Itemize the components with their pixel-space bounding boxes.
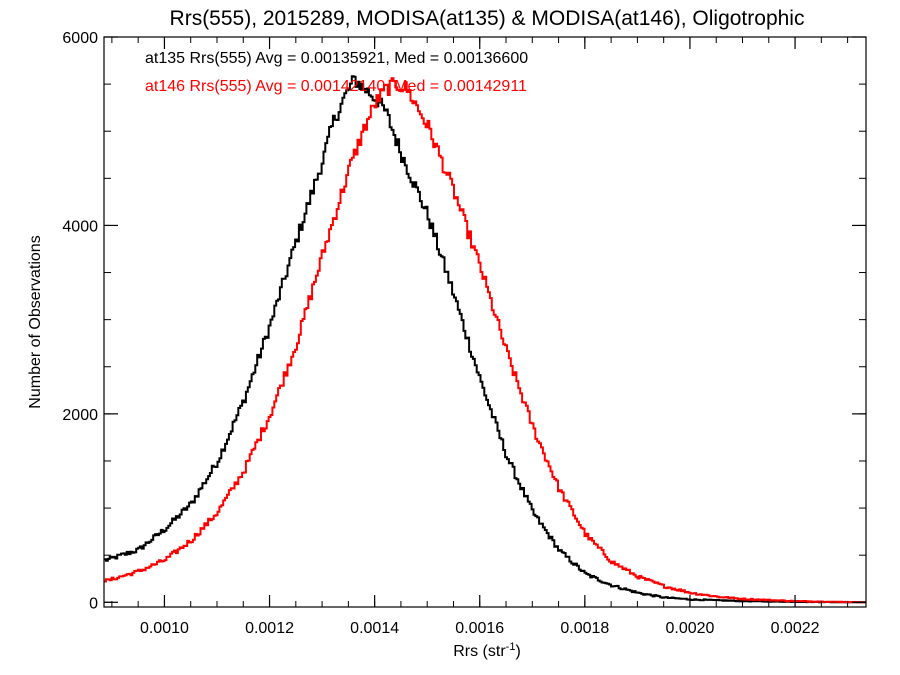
x-tick-label: 0.0022 bbox=[771, 620, 820, 637]
series-layer bbox=[104, 75, 866, 604]
axis-ticks: 0.0010 0.0012 0.0014 0.0016 0.0018 0.0020 0.00… bbox=[62, 30, 866, 637]
y-tick-label: 6000 bbox=[62, 30, 98, 47]
y-tick-label: 2000 bbox=[62, 407, 98, 424]
plot-frame bbox=[103, 36, 867, 608]
x-axis-label-close: ) bbox=[515, 643, 520, 660]
x-tick-label: 0.0010 bbox=[140, 620, 189, 637]
annotation-at135: at135 Rrs(555) Avg = 0.00135921, Med = 0… bbox=[145, 50, 528, 67]
y-tick-label: 0 bbox=[89, 595, 98, 612]
x-tick-label: 0.0012 bbox=[245, 620, 294, 637]
series-line-at146 bbox=[104, 77, 866, 604]
annotation-at146: at146 Rrs(555) Avg = 0.00142140, Med = 0… bbox=[145, 78, 527, 95]
x-tick-label: 0.0020 bbox=[665, 620, 714, 637]
y-tick-label: 4000 bbox=[62, 218, 98, 235]
x-tick-label: 0.0014 bbox=[350, 620, 399, 637]
x-axis-label-main: Rrs (str bbox=[453, 643, 506, 660]
x-axis-label-superscript: -1 bbox=[506, 641, 516, 653]
x-axis-label: Rrs (str-1) bbox=[453, 641, 521, 660]
x-tick-label: 0.0016 bbox=[455, 620, 504, 637]
series-line-at135 bbox=[104, 75, 866, 604]
chart-title: Rrs(555), 2015289, MODISA(at135) & MODIS… bbox=[170, 7, 805, 30]
x-tick-label: 0.0018 bbox=[560, 620, 609, 637]
y-axis-label: Number of Observations bbox=[27, 235, 44, 408]
